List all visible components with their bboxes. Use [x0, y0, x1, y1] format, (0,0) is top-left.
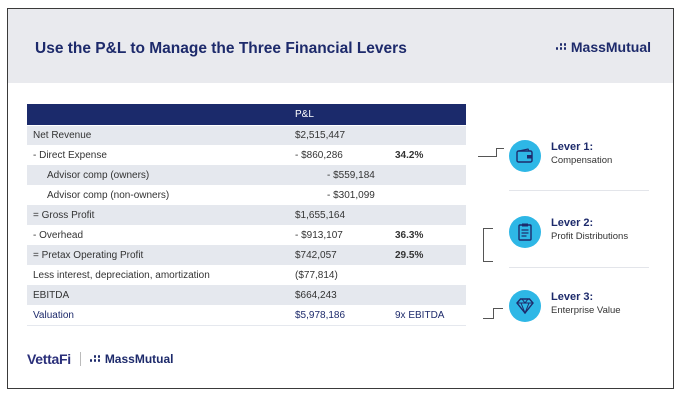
massmutual-wordmark: MassMutual — [104, 352, 174, 366]
lever-subtitle: Compensation — [551, 155, 613, 166]
vettafi-logo: VettaFi — [27, 351, 71, 367]
document-icon — [509, 216, 541, 248]
row-value: $742,057 — [295, 245, 395, 266]
row-value: ($77,814) — [295, 265, 395, 286]
lever-title: Lever 2: — [551, 217, 594, 229]
connector-line — [478, 156, 496, 157]
connector-bracket — [483, 228, 493, 262]
table-row: - Direct Expense - $860,286 34.2% — [27, 145, 466, 166]
divider — [509, 190, 649, 191]
massmutual-wordmark: MassMutual — [570, 39, 651, 55]
row-label: = Gross Profit — [27, 205, 295, 226]
footer-logos: VettaFi MassMutual — [27, 350, 174, 368]
table-row: Net Revenue $2,515,447 — [27, 125, 466, 146]
row-label: Advisor comp (non-owners) — [27, 185, 295, 206]
row-value: - $860,286 — [295, 145, 395, 166]
pl-table: P&L Net Revenue $2,515,447 - Direct Expe… — [27, 104, 466, 326]
row-pct — [395, 165, 466, 186]
connector-line — [483, 318, 493, 319]
connector-line — [496, 148, 504, 157]
table-row: Advisor comp (owners) - $559,184 — [27, 165, 466, 186]
row-value: $1,655,164 — [295, 205, 395, 226]
table-row: EBITDA $664,243 — [27, 285, 466, 306]
row-label: = Pretax Operating Profit — [27, 245, 295, 266]
massmutual-logo-footer: MassMutual — [89, 352, 174, 366]
row-pct: 29.5% — [395, 245, 466, 266]
row-value: $5,978,186 — [295, 305, 395, 326]
row-label: Less interest, depreciation, amortizatio… — [27, 265, 295, 286]
row-pct — [395, 125, 466, 146]
row-pct — [395, 185, 466, 206]
row-value: - $559,184 — [295, 165, 395, 186]
connector-line — [493, 308, 503, 319]
lever-2: Lever 2: Profit Distributions — [509, 216, 649, 248]
row-pct — [395, 265, 466, 286]
lever-title: Lever 1: — [551, 141, 594, 153]
massmutual-logo: MassMutual — [555, 39, 651, 55]
table-header: P&L — [295, 104, 395, 126]
massmutual-dots-icon — [555, 42, 568, 52]
table-row: Less interest, depreciation, amortizatio… — [27, 265, 466, 286]
massmutual-dots-icon — [89, 354, 102, 364]
lever-3: Lever 3: Enterprise Value — [509, 290, 649, 322]
lever-subtitle: Enterprise Value — [551, 305, 621, 316]
row-value: - $301,099 — [295, 185, 395, 206]
lever-1: Lever 1: Compensation — [509, 140, 649, 172]
row-value: - $913,107 — [295, 225, 395, 246]
row-label: EBITDA — [27, 285, 295, 306]
wallet-icon — [509, 140, 541, 172]
table-header-row: P&L — [27, 104, 466, 126]
row-pct: 34.2% — [395, 145, 466, 166]
row-label: Valuation — [27, 305, 295, 326]
row-label: - Overhead — [27, 225, 295, 246]
divider — [509, 267, 649, 268]
table-row: Advisor comp (non-owners) - $301,099 — [27, 185, 466, 206]
lever-title: Lever 3: — [551, 291, 594, 303]
table-row-valuation: Valuation $5,978,186 9x EBITDA — [27, 305, 466, 326]
row-pct: 9x EBITDA — [395, 305, 466, 326]
table-row: - Overhead - $913,107 36.3% — [27, 225, 466, 246]
row-value: $2,515,447 — [295, 125, 395, 146]
table-row: = Gross Profit $1,655,164 — [27, 205, 466, 226]
slide-title: Use the P&L to Manage the Three Financia… — [35, 40, 407, 57]
row-value: $664,243 — [295, 285, 395, 306]
row-pct — [395, 205, 466, 226]
row-label: Net Revenue — [27, 125, 295, 146]
diamond-icon — [509, 290, 541, 322]
row-label: Advisor comp (owners) — [27, 165, 295, 186]
table-row: = Pretax Operating Profit $742,057 29.5% — [27, 245, 466, 266]
lever-subtitle: Profit Distributions — [551, 231, 629, 242]
row-label: - Direct Expense — [27, 145, 295, 166]
row-pct — [395, 285, 466, 306]
slide-header: Use the P&L to Manage the Three Financia… — [8, 9, 673, 83]
row-pct: 36.3% — [395, 225, 466, 246]
footer-divider — [79, 352, 81, 366]
